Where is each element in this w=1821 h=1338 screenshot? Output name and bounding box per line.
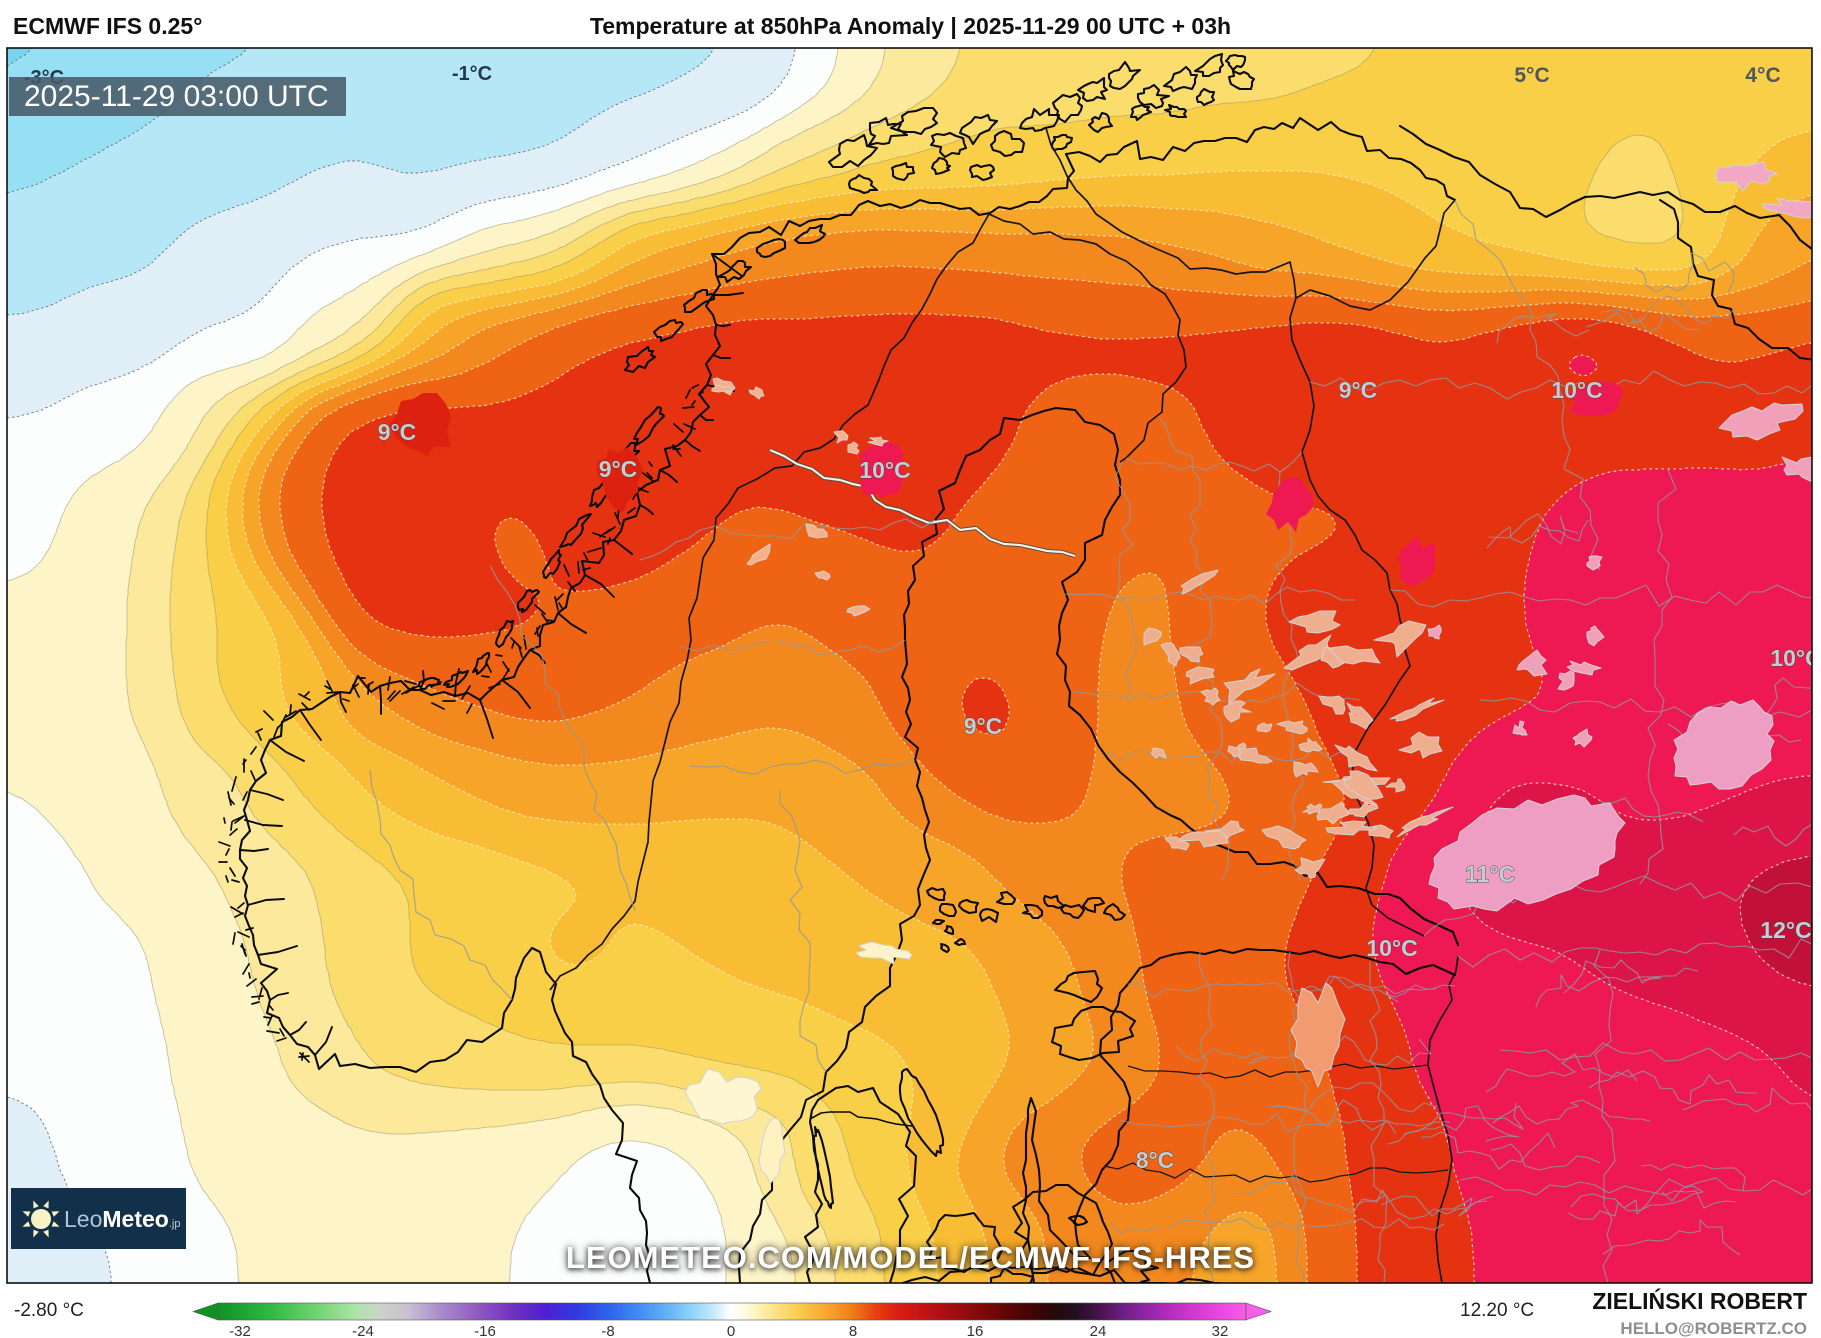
- svg-text:12°C: 12°C: [1760, 917, 1811, 943]
- svg-text:5°C: 5°C: [1514, 64, 1549, 87]
- svg-text:4°C: 4°C: [1745, 64, 1780, 87]
- svg-text:9°C: 9°C: [378, 419, 417, 445]
- svg-text:10°C: 10°C: [859, 457, 910, 483]
- svg-text:-1°C: -1°C: [452, 63, 492, 85]
- svg-text:11°C: 11°C: [1465, 861, 1515, 887]
- svg-text:9°C: 9°C: [964, 713, 1003, 739]
- svg-text:8°C: 8°C: [1136, 1147, 1175, 1173]
- svg-text:10°C: 10°C: [1366, 935, 1417, 961]
- svg-text:10°C: 10°C: [1770, 645, 1821, 671]
- svg-text:9°C: 9°C: [1339, 377, 1378, 403]
- svg-text:9°C: 9°C: [599, 456, 638, 482]
- svg-text:LeoMeteo.jp: LeoMeteo.jp: [64, 1206, 180, 1232]
- svg-text:10°C: 10°C: [1551, 377, 1602, 403]
